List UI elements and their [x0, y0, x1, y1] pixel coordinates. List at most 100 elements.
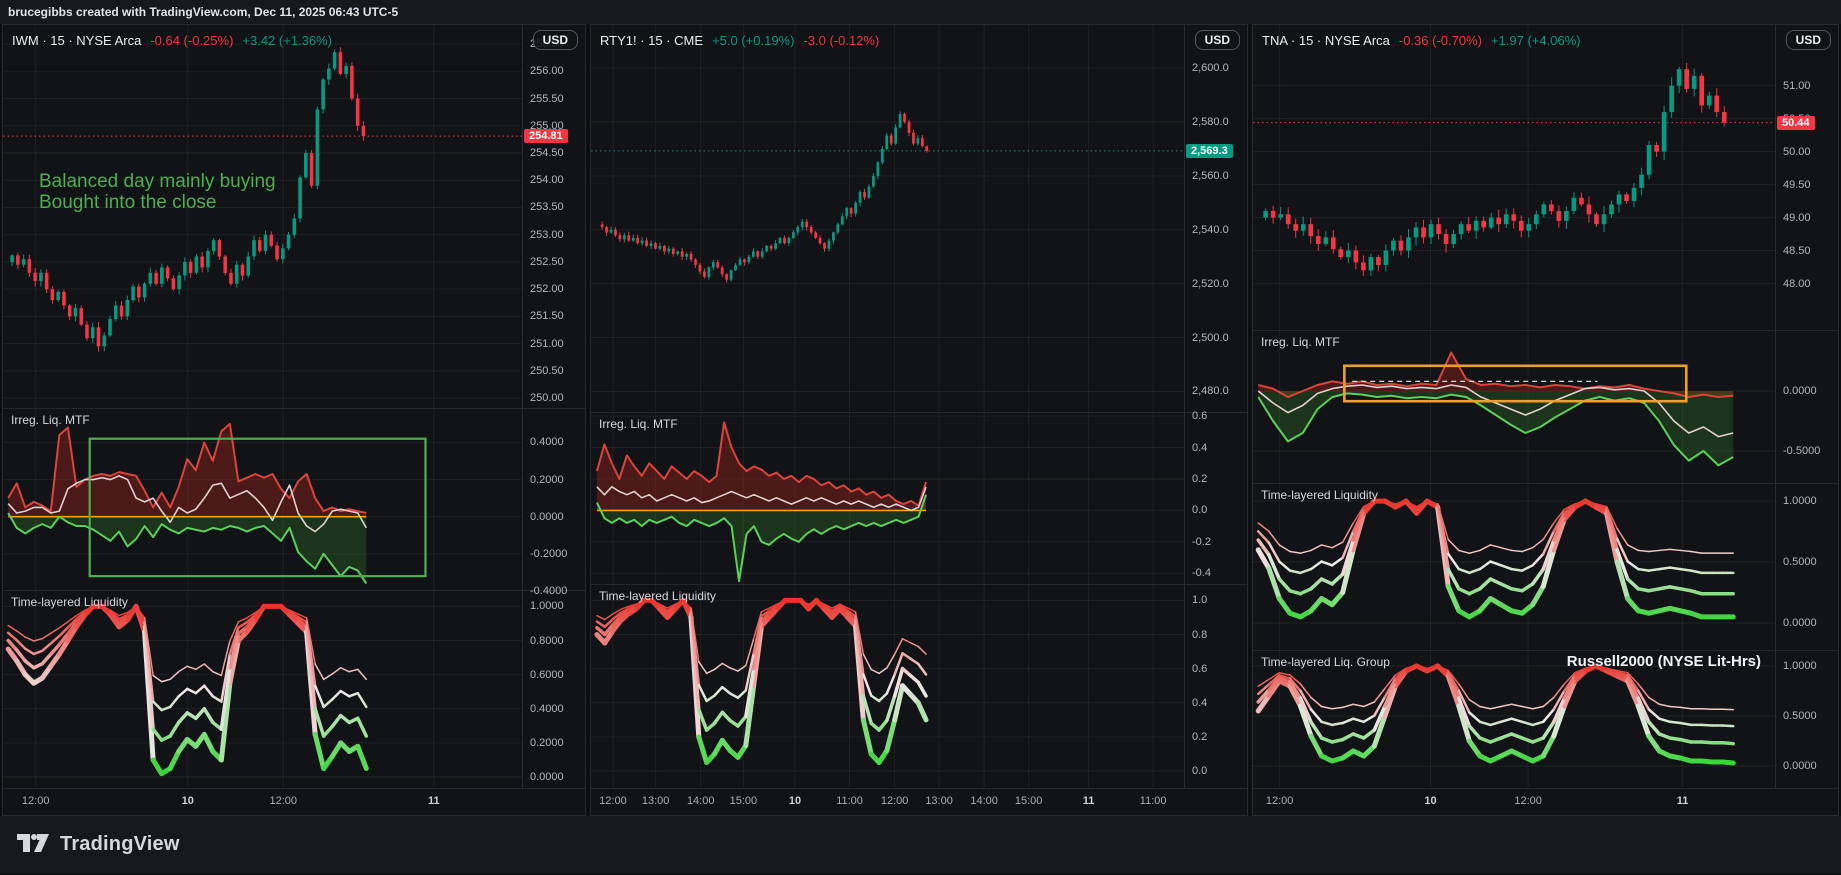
- price-axis-label: 254.50: [530, 147, 564, 159]
- charts-row: Balanced day mainly buying Bought into th…: [0, 24, 1841, 816]
- price-axis-label: 2,540.0: [1192, 223, 1229, 236]
- indicator-axis-label: 1.0: [1192, 594, 1208, 607]
- indicator-liquidity-canvas[interactable]: [1253, 484, 1775, 650]
- price-pane-content[interactable]: [1253, 25, 1775, 330]
- value-axis[interactable]: 1.0000 0.5000 0.0000: [1775, 484, 1838, 650]
- price-axis-label: 49.00: [1783, 211, 1811, 224]
- symbol-title[interactable]: RTY1! · 15 · CME: [600, 33, 704, 48]
- tradingview-logo-icon[interactable]: [17, 834, 51, 855]
- time-axis-label: 11:00: [836, 795, 863, 807]
- panes-container: 51.0050.5050.0049.5049.0048.5048.0050.44…: [1253, 25, 1838, 789]
- price-axis-label: 2,600.0: [1192, 62, 1229, 75]
- price-pane-content[interactable]: Balanced day mainly buying Bought into th…: [3, 25, 522, 408]
- value-axis[interactable]: 1.0000 0.8000 0.6000 0.4000 0.2000 0.0000: [522, 591, 585, 788]
- value-axis[interactable]: 0.4000 0.2000 0.0000 -0.2000 -0.4000: [522, 409, 585, 597]
- indicator-axis-label: 0.6: [1192, 662, 1208, 675]
- pane-title: Irreg. Liq. MTF: [11, 413, 90, 427]
- indicator-irreg-canvas[interactable]: [591, 413, 1184, 584]
- price-axis-label: 252.00: [530, 283, 564, 296]
- indicator-irreg-canvas[interactable]: [1253, 331, 1775, 483]
- indicator-pane-content[interactable]: Irreg. Liq. MTF: [3, 409, 522, 590]
- time-axis[interactable]: 12:00 13:00 14:00 15:00 10 11:00 12:00 13:00 14:…: [591, 789, 1247, 815]
- indicator-axis-label: 0.5000: [1783, 710, 1817, 722]
- price-axis-label: 251.00: [530, 337, 564, 350]
- indicator-axis-label: 0.2000: [530, 736, 564, 749]
- indicator-axis-label: 1.0000: [1783, 495, 1817, 508]
- indicator-axis-label: 0.0000: [530, 771, 564, 784]
- chart-header: RTY1! · 15 · CME +5.0 (+0.19%) -3.0 (-0.…: [600, 33, 879, 48]
- price-axis-label: 251.50: [530, 310, 564, 323]
- time-axis[interactable]: 12:00 10 12:00 11: [3, 789, 585, 815]
- indicator-axis-label: -0.4: [1192, 567, 1211, 580]
- price-axis-label: 2,560.0: [1192, 169, 1229, 182]
- time-axis-label: 15:00: [1014, 795, 1043, 807]
- pane-title: Irreg. Liq. MTF: [599, 417, 678, 431]
- indicator-axis-label: -0.2000: [530, 547, 568, 560]
- indicator-pane-content[interactable]: Irreg. Liq. MTF: [1253, 331, 1775, 483]
- panes-container: Balanced day mainly buying Bought into th…: [3, 25, 585, 789]
- indicator-liquidity-canvas[interactable]: [591, 585, 1184, 788]
- indicator-liquidity-canvas[interactable]: [3, 591, 522, 788]
- currency-button[interactable]: USD: [1785, 30, 1831, 50]
- time-axis-label: 12:00: [21, 795, 50, 807]
- indicator-pane: Time-layered Liq. Group Russell2000 (NYSE…: [1253, 651, 1838, 789]
- indicator-pane-content[interactable]: Time-layered Liquidity: [1253, 484, 1775, 650]
- tradingview-brand-text[interactable]: TradingView: [60, 833, 180, 855]
- indicator-pane-content[interactable]: Time-layered Liq. Group Russell2000 (NYSE…: [1253, 651, 1775, 788]
- price-chart-canvas[interactable]: [591, 25, 1184, 412]
- indicator-pane-content[interactable]: Time-layered Liquidity: [3, 591, 522, 788]
- indicator-irreg-canvas[interactable]: [3, 409, 522, 590]
- price-axis-label: 2,500.0: [1192, 331, 1229, 344]
- time-axis[interactable]: 12:00 10 12:00 11: [1253, 789, 1838, 815]
- price-pane-content[interactable]: [591, 25, 1184, 412]
- currency-button[interactable]: USD: [1194, 30, 1240, 50]
- change-value-1: +5.0 (+0.19%): [712, 33, 795, 48]
- indicator-pane: Time-layered Liquidity 1.0 0.8 0.6 0.4 0.2 0.0: [591, 585, 1247, 789]
- indicator-axis-label: 0.4000: [530, 436, 564, 449]
- value-axis[interactable]: 0.0000 -0.5000: [1775, 331, 1838, 483]
- price-axis-label: 252.50: [530, 255, 564, 268]
- time-axis-label: 11: [427, 795, 440, 807]
- indicator-pane-content[interactable]: Time-layered Liquidity: [591, 585, 1184, 788]
- change-value-1: -0.36 (-0.70%): [1398, 33, 1482, 48]
- price-axis-label: 48.50: [1783, 244, 1811, 257]
- price-chart-canvas[interactable]: [1253, 25, 1775, 330]
- value-axis[interactable]: 2,600.0 2,580.0 2,560.0 2,540.0 2,520.0 2,500…: [1184, 25, 1247, 412]
- indicator-axis-label: 0.5000: [1783, 556, 1817, 568]
- price-axis-label: 2,520.0: [1192, 277, 1229, 290]
- symbol-title[interactable]: TNA · 15 · NYSE Arca: [1262, 33, 1390, 48]
- price-axis-label: 250.00: [530, 392, 564, 405]
- indicator-liquidity-canvas[interactable]: [1253, 651, 1775, 788]
- pane-title: Time-layered Liquidity: [11, 595, 128, 609]
- last-price-badge: 254.81: [524, 129, 568, 144]
- chart-annotation-text: Russell2000 (NYSE Lit-Hrs): [1566, 653, 1761, 670]
- indicator-axis-label: 0.8000: [530, 634, 564, 647]
- panes-container: 2,600.0 2,580.0 2,560.0 2,540.0 2,520.0 2,500…: [591, 25, 1247, 789]
- value-axis[interactable]: 1.0 0.8 0.6 0.4 0.2 0.0: [1184, 585, 1247, 788]
- price-pane: Balanced day mainly buying Bought into th…: [3, 25, 585, 409]
- indicator-axis-label: 0.0000: [1783, 616, 1817, 629]
- value-axis[interactable]: 256.50256.00255.50255.00254.50254.00253.…: [522, 25, 585, 408]
- time-axis-label: 10: [788, 795, 802, 807]
- chart-annotation-text: Balanced day mainly buying Bought into th…: [39, 171, 276, 214]
- indicator-axis-label: 0.4: [1192, 441, 1208, 454]
- time-axis-label: 15:00: [729, 795, 758, 807]
- symbol-title[interactable]: IWM · 15 · NYSE Arca: [12, 33, 142, 48]
- time-axis-label: 11:00: [1139, 795, 1167, 807]
- time-axis-label: 12:00: [880, 795, 909, 807]
- value-axis[interactable]: 1.0000 0.5000 0.0000: [1775, 651, 1838, 788]
- price-axis-label: 2,480.0: [1192, 385, 1229, 398]
- indicator-axis-label: 0.0: [1192, 765, 1208, 778]
- value-axis[interactable]: 0.6 0.4 0.2 0.0 -0.2 -0.4: [1184, 410, 1247, 584]
- price-axis-label: 254.00: [530, 174, 564, 187]
- chart-header: TNA · 15 · NYSE Arca -0.36 (-0.70%) +1.9…: [1262, 33, 1581, 48]
- price-chart-canvas[interactable]: [3, 25, 522, 408]
- indicator-axis-label: 0.2: [1192, 730, 1208, 743]
- time-axis-label: 13:00: [641, 795, 670, 807]
- indicator-pane: Time-layered Liquidity 1.0000 0.5000 0.0000: [1253, 484, 1838, 651]
- indicator-axis-label: -0.4000: [530, 585, 568, 597]
- indicator-pane-content[interactable]: Irreg. Liq. MTF: [591, 413, 1184, 584]
- currency-button[interactable]: USD: [532, 30, 578, 50]
- change-value-1: -0.64 (-0.25%): [150, 33, 234, 48]
